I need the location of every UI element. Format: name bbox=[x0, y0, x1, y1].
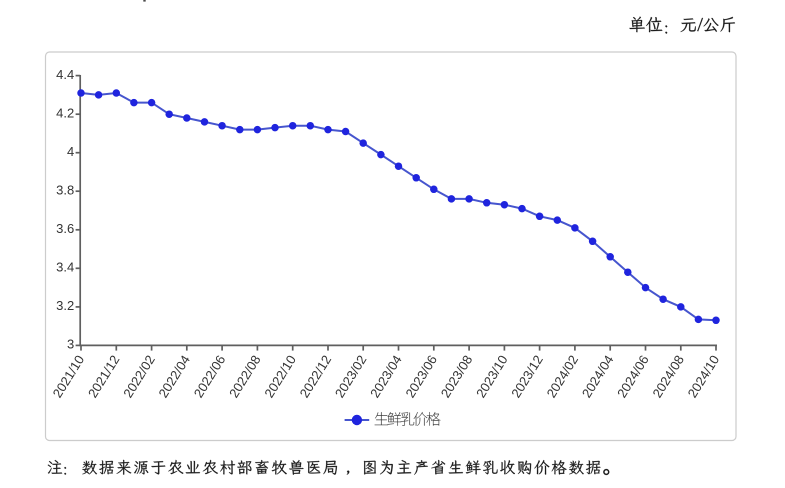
svg-text:3: 3 bbox=[67, 337, 74, 352]
svg-text:4.2: 4.2 bbox=[56, 106, 74, 121]
svg-text:3.2: 3.2 bbox=[56, 298, 74, 313]
svg-text:4: 4 bbox=[67, 144, 74, 159]
svg-text:3.6: 3.6 bbox=[56, 221, 74, 236]
svg-text:4.4: 4.4 bbox=[56, 67, 74, 82]
svg-text:3.8: 3.8 bbox=[56, 183, 74, 198]
svg-text:3.4: 3.4 bbox=[56, 260, 74, 275]
